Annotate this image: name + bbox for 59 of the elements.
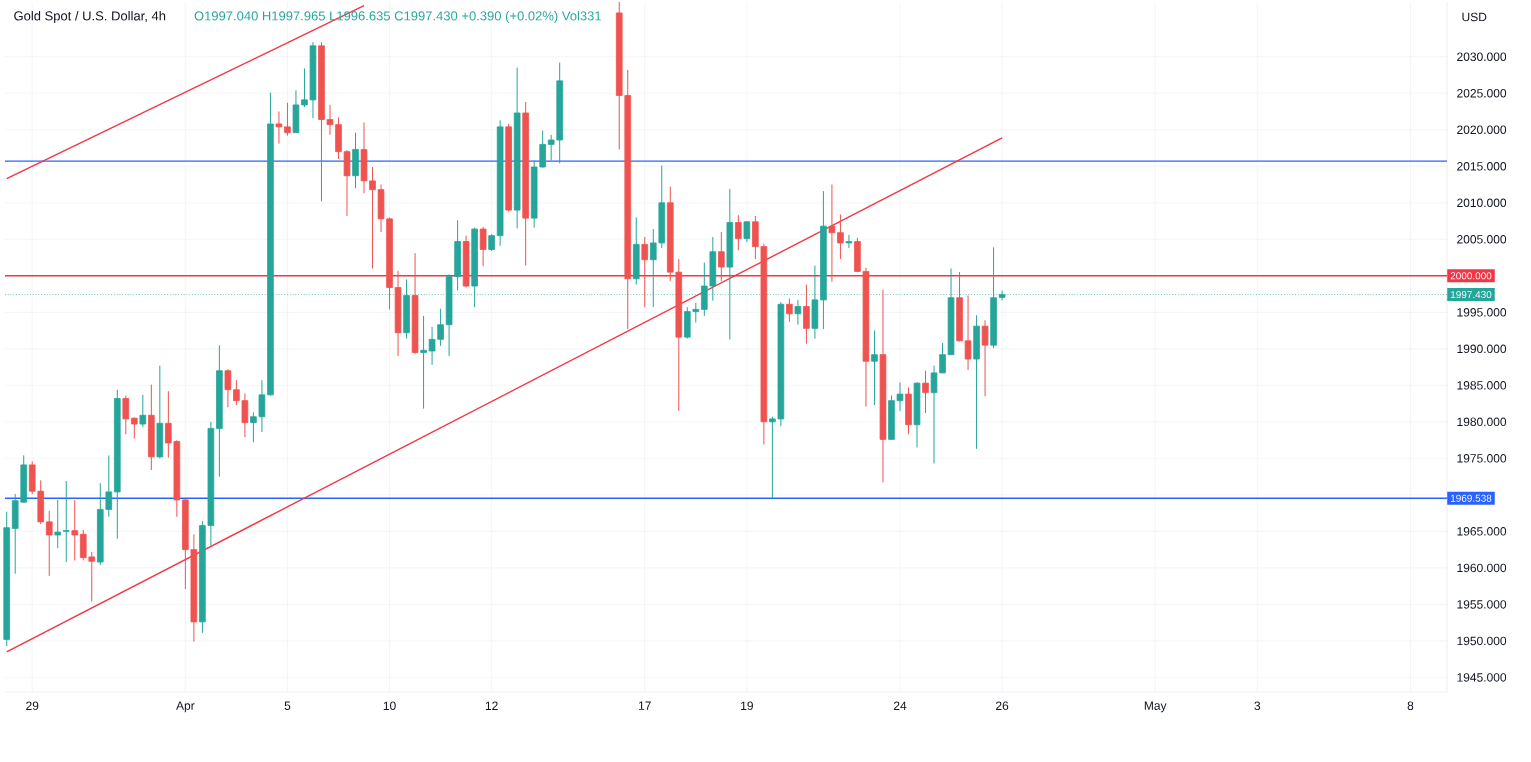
candlestick bbox=[735, 214, 742, 251]
x-tick-label: May bbox=[1144, 701, 1167, 713]
candlestick bbox=[828, 184, 836, 283]
candlestick bbox=[718, 231, 725, 282]
ref-line-label: 1969.538 bbox=[1450, 494, 1492, 502]
x-tick-label: 12 bbox=[485, 701, 498, 710]
candlestick bbox=[420, 315, 427, 410]
x-tick-label: 26 bbox=[996, 701, 1009, 711]
y-tick-label: 1990.000 bbox=[1457, 344, 1507, 354]
ref-line-label: 2000.000 bbox=[1450, 272, 1492, 280]
y-tick-label: 1945.000 bbox=[1457, 673, 1507, 682]
y-tick-label: 1975.000 bbox=[1457, 454, 1507, 463]
y-axis-title: USD bbox=[1462, 12, 1487, 22]
candlestick bbox=[794, 299, 802, 326]
candlestick bbox=[743, 220, 751, 243]
y-tick-label: 2020.000 bbox=[1457, 125, 1507, 135]
candlestick bbox=[998, 290, 1006, 301]
ref-line-label: 1997.430 bbox=[1450, 291, 1492, 299]
y-tick-label: 2010.000 bbox=[1457, 198, 1507, 208]
x-tick-label: 10 bbox=[383, 701, 396, 711]
x-tick-label: 19 bbox=[741, 701, 753, 711]
candlestick bbox=[845, 234, 853, 249]
x-tick-label: 8 bbox=[1407, 701, 1414, 711]
candlestick bbox=[62, 480, 70, 563]
candlestick bbox=[284, 102, 291, 137]
text: Gold Spot / U.S. Dollar, 4h bbox=[14, 10, 166, 24]
candlestick bbox=[275, 111, 283, 145]
candlestick bbox=[131, 416, 138, 440]
candlestick bbox=[786, 297, 793, 323]
y-tick-label: 1950.000 bbox=[1457, 636, 1507, 646]
candlestick bbox=[139, 394, 147, 428]
x-tick-label: 24 bbox=[893, 701, 907, 710]
candlestick bbox=[837, 213, 844, 260]
candlestick bbox=[54, 499, 62, 549]
candlestick bbox=[479, 226, 487, 267]
y-tick-label: 2005.000 bbox=[1457, 235, 1507, 244]
candlestick bbox=[122, 395, 130, 435]
candlestick bbox=[45, 510, 53, 577]
x-tick-label: Apr bbox=[176, 701, 195, 713]
x-tick-label: 17 bbox=[639, 701, 651, 710]
x-tick-label: 5 bbox=[284, 701, 291, 710]
candlestick bbox=[71, 499, 79, 562]
y-tick-label: 1955.000 bbox=[1457, 600, 1507, 609]
candlestick bbox=[641, 236, 649, 308]
y-tick-label: 1985.000 bbox=[1457, 381, 1507, 390]
candlestick bbox=[224, 368, 232, 408]
candlestick bbox=[922, 370, 929, 414]
candlestick bbox=[981, 319, 989, 397]
y-tick-label: 1960.000 bbox=[1457, 563, 1507, 573]
candlestick bbox=[871, 330, 878, 406]
y-tick-label: 2015.000 bbox=[1457, 162, 1507, 171]
y-tick-label: 2025.000 bbox=[1457, 89, 1507, 98]
x-tick-label: 29 bbox=[26, 701, 39, 711]
y-tick-label: 2030.000 bbox=[1457, 52, 1507, 62]
y-tick-label: 1965.000 bbox=[1457, 527, 1507, 536]
candlestick bbox=[803, 284, 810, 345]
y-tick-label: 1995.000 bbox=[1457, 308, 1507, 317]
y-tick-label: 1980.000 bbox=[1457, 417, 1507, 427]
x-tick-label: 3 bbox=[1254, 701, 1261, 711]
